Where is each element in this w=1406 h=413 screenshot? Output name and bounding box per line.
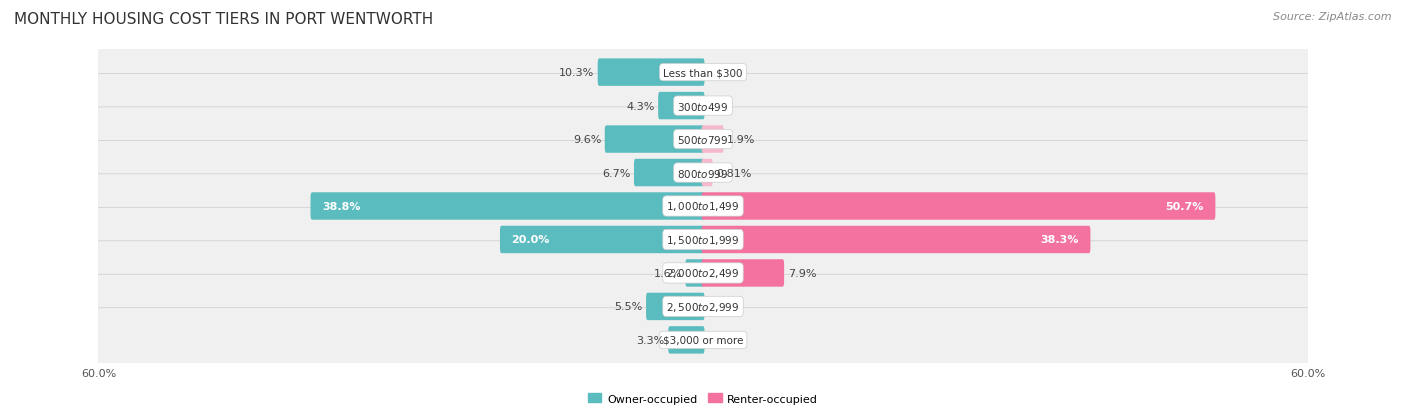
Text: 10.3%: 10.3% xyxy=(560,68,595,78)
Text: 38.8%: 38.8% xyxy=(322,202,360,211)
Text: 1.6%: 1.6% xyxy=(654,268,682,278)
Text: $500 to $799: $500 to $799 xyxy=(678,134,728,146)
Text: 5.5%: 5.5% xyxy=(614,301,643,312)
FancyBboxPatch shape xyxy=(702,260,785,287)
FancyBboxPatch shape xyxy=(702,193,1215,220)
FancyBboxPatch shape xyxy=(311,193,704,220)
Text: 3.3%: 3.3% xyxy=(637,335,665,345)
Text: $2,000 to $2,499: $2,000 to $2,499 xyxy=(666,267,740,280)
FancyBboxPatch shape xyxy=(93,108,1313,172)
FancyBboxPatch shape xyxy=(93,74,1313,138)
Text: 4.3%: 4.3% xyxy=(626,101,655,112)
FancyBboxPatch shape xyxy=(702,159,713,187)
FancyBboxPatch shape xyxy=(634,159,704,187)
Text: Source: ZipAtlas.com: Source: ZipAtlas.com xyxy=(1274,12,1392,22)
Legend: Owner-occupied, Renter-occupied: Owner-occupied, Renter-occupied xyxy=(583,389,823,408)
FancyBboxPatch shape xyxy=(702,126,724,153)
Text: $2,500 to $2,999: $2,500 to $2,999 xyxy=(666,300,740,313)
FancyBboxPatch shape xyxy=(93,41,1313,105)
Text: 38.3%: 38.3% xyxy=(1040,235,1078,245)
Text: MONTHLY HOUSING COST TIERS IN PORT WENTWORTH: MONTHLY HOUSING COST TIERS IN PORT WENTW… xyxy=(14,12,433,27)
FancyBboxPatch shape xyxy=(685,260,704,287)
Text: $800 to $999: $800 to $999 xyxy=(678,167,728,179)
FancyBboxPatch shape xyxy=(93,308,1313,372)
Text: $1,500 to $1,999: $1,500 to $1,999 xyxy=(666,233,740,247)
FancyBboxPatch shape xyxy=(93,241,1313,305)
FancyBboxPatch shape xyxy=(647,293,704,320)
Text: 9.6%: 9.6% xyxy=(572,135,602,145)
Text: 0.81%: 0.81% xyxy=(716,168,752,178)
FancyBboxPatch shape xyxy=(658,93,704,120)
Text: 7.9%: 7.9% xyxy=(787,268,815,278)
FancyBboxPatch shape xyxy=(501,226,704,254)
Text: $3,000 or more: $3,000 or more xyxy=(662,335,744,345)
Text: 6.7%: 6.7% xyxy=(602,168,630,178)
Text: 50.7%: 50.7% xyxy=(1166,202,1204,211)
Text: Less than $300: Less than $300 xyxy=(664,68,742,78)
Text: $1,000 to $1,499: $1,000 to $1,499 xyxy=(666,200,740,213)
Text: $300 to $499: $300 to $499 xyxy=(678,100,728,112)
FancyBboxPatch shape xyxy=(668,326,704,354)
Text: 20.0%: 20.0% xyxy=(512,235,550,245)
Text: 1.9%: 1.9% xyxy=(727,135,755,145)
FancyBboxPatch shape xyxy=(93,275,1313,339)
FancyBboxPatch shape xyxy=(93,174,1313,239)
FancyBboxPatch shape xyxy=(702,226,1091,254)
FancyBboxPatch shape xyxy=(93,208,1313,272)
FancyBboxPatch shape xyxy=(605,126,704,153)
FancyBboxPatch shape xyxy=(598,59,704,87)
FancyBboxPatch shape xyxy=(93,141,1313,205)
